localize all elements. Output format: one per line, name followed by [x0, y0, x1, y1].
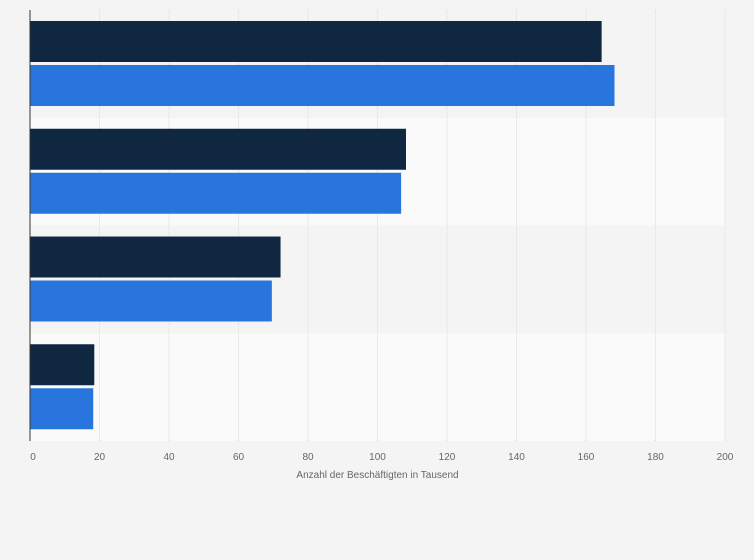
x-tick-label: 180 — [647, 452, 664, 463]
bars — [30, 21, 615, 430]
bar — [30, 65, 615, 106]
x-tick-label: 140 — [508, 452, 525, 463]
x-tick-label: 120 — [439, 452, 456, 463]
x-tick-label: 160 — [578, 452, 595, 463]
bar — [30, 280, 272, 322]
bar — [30, 172, 402, 214]
bar — [30, 344, 95, 386]
bar — [30, 128, 406, 170]
x-tick-label: 100 — [369, 452, 386, 463]
category-band — [30, 333, 725, 441]
x-axis-title: Anzahl der Beschäftigten in Tausend — [296, 470, 458, 481]
bar — [30, 21, 602, 62]
x-tick-labels: 0 20 40 60 80 100 120 140 160 180 200 — [30, 452, 734, 463]
x-tick-label: 200 — [717, 452, 734, 463]
x-tick-label: 80 — [302, 452, 314, 463]
bar — [30, 388, 94, 430]
bar — [30, 236, 281, 278]
x-tick-label: 40 — [163, 452, 175, 463]
x-tick-label: 20 — [94, 452, 106, 463]
x-tick-label: 60 — [233, 452, 245, 463]
x-tick-label: 0 — [30, 452, 36, 463]
